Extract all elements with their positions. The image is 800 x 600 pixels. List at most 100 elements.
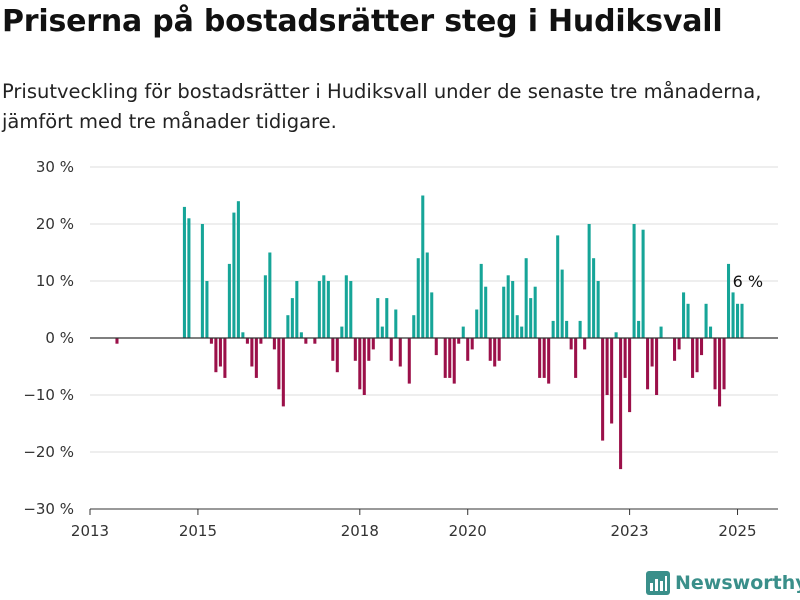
bar xyxy=(353,338,357,361)
bar xyxy=(344,275,348,338)
bar xyxy=(574,338,578,378)
bar xyxy=(520,326,524,338)
bar xyxy=(214,338,218,373)
bar xyxy=(614,332,618,338)
bar xyxy=(479,263,483,338)
bar xyxy=(232,212,236,338)
bar xyxy=(245,338,249,344)
bar xyxy=(632,224,636,338)
bar xyxy=(565,320,569,338)
bar xyxy=(326,281,330,338)
bar xyxy=(515,315,519,338)
bar xyxy=(547,338,551,384)
bar xyxy=(655,338,659,395)
bar xyxy=(470,338,474,350)
bar xyxy=(619,338,623,470)
bar xyxy=(533,286,537,338)
bar xyxy=(556,235,560,338)
bar xyxy=(538,338,542,378)
bar xyxy=(281,338,285,407)
bar xyxy=(488,338,492,361)
bar xyxy=(286,315,290,338)
brand-name: Newsworthy xyxy=(675,572,800,594)
bar xyxy=(371,338,375,350)
bar xyxy=(722,338,726,390)
bar xyxy=(290,298,294,338)
bar xyxy=(200,224,204,338)
newsworthy-logo-icon xyxy=(646,571,670,595)
bar xyxy=(596,281,600,338)
bar xyxy=(452,338,456,384)
bar xyxy=(322,275,326,338)
bar xyxy=(673,338,677,361)
bar xyxy=(187,218,191,338)
bar xyxy=(362,338,366,395)
bar xyxy=(560,269,564,338)
bar xyxy=(542,338,546,378)
bar xyxy=(331,338,335,361)
bar xyxy=(583,338,587,350)
bar xyxy=(250,338,254,367)
bar xyxy=(457,338,461,344)
bar xyxy=(677,338,681,350)
bar xyxy=(313,338,317,344)
bar xyxy=(646,338,650,390)
bar xyxy=(466,338,470,361)
bar xyxy=(493,338,497,367)
x-tick-label: 2020 xyxy=(449,522,487,540)
bar xyxy=(434,338,438,356)
bar xyxy=(425,252,429,338)
bar xyxy=(236,201,240,338)
y-tick-label: 0 % xyxy=(45,329,74,347)
y-tick-label: −20 % xyxy=(23,443,74,461)
brand-logo: Newsworthy xyxy=(646,570,800,596)
bar xyxy=(713,338,717,390)
bar xyxy=(700,338,704,356)
bar xyxy=(601,338,605,441)
x-tick-label: 2013 xyxy=(71,522,109,540)
bar xyxy=(731,292,735,338)
bar xyxy=(205,281,209,338)
bars xyxy=(115,195,744,470)
bar xyxy=(497,338,501,361)
bar xyxy=(695,338,699,373)
bar xyxy=(704,303,708,338)
bar xyxy=(340,326,344,338)
bar xyxy=(254,338,258,378)
bar xyxy=(389,338,393,361)
bar xyxy=(412,315,416,338)
bar xyxy=(524,258,528,338)
bar xyxy=(610,338,614,424)
bar xyxy=(268,252,272,338)
bar xyxy=(299,332,303,338)
y-tick-label: −10 % xyxy=(23,386,74,404)
bar xyxy=(367,338,371,361)
bar xyxy=(335,338,339,373)
last-value-annotation: 6 % xyxy=(733,272,763,291)
bar xyxy=(295,281,299,338)
bar xyxy=(637,320,641,338)
bar xyxy=(736,303,740,338)
bar xyxy=(394,309,398,338)
x-tick-label: 2023 xyxy=(611,522,649,540)
bar xyxy=(317,281,321,338)
x-tick-label: 2025 xyxy=(718,522,756,540)
bar xyxy=(227,263,231,338)
bar xyxy=(686,303,690,338)
bar xyxy=(358,338,362,390)
bar xyxy=(578,320,582,338)
bar xyxy=(448,338,452,378)
bar xyxy=(475,309,479,338)
bar xyxy=(587,224,591,338)
bar xyxy=(263,275,267,338)
bar xyxy=(506,275,510,338)
bar xyxy=(349,281,353,338)
bar xyxy=(461,326,465,338)
bar xyxy=(209,338,213,344)
bar xyxy=(740,303,744,338)
chart-subtitle: Prisutveckling för bostadsrätter i Hudik… xyxy=(2,80,762,133)
bar xyxy=(682,292,686,338)
bar xyxy=(605,338,609,395)
bar xyxy=(241,332,245,338)
bar xyxy=(691,338,695,378)
